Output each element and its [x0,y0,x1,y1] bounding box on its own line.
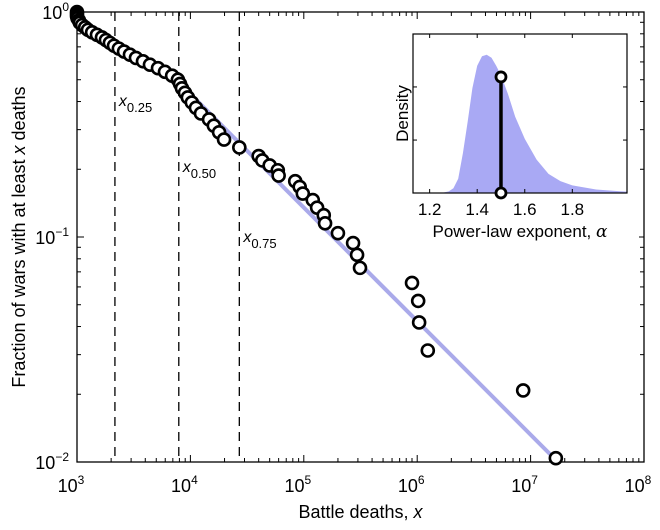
x-tick-label: 105 [284,473,311,496]
tick-base: 10 [35,453,55,473]
tick-base: 10 [511,476,531,496]
tick-exponent: −2 [55,450,69,464]
inset-x-tick-label: 1.6 [513,200,537,219]
y-tick-label: 100 [42,0,69,23]
tick-exponent: 8 [645,473,652,487]
tick-base: 10 [58,476,78,496]
inset-x-axis-label: Power-law exponent, α [433,222,608,242]
tick-exponent: 3 [78,473,85,487]
x-axis-label: Battle deaths, x [298,502,423,522]
quantile-var: x [182,159,192,176]
data-point [216,132,232,147]
x-axis-label-var: x [413,502,424,522]
inset-x-tick-label: 1.4 [465,200,489,219]
data-point [330,225,346,241]
quantile-label: x0.50 [182,159,216,181]
data-point [548,450,564,466]
data-point [232,140,247,155]
data-point [345,235,361,251]
tick-exponent: −1 [55,225,69,239]
tick-exponent: 0 [62,0,69,14]
data-point [411,315,427,330]
estimate-top-marker [494,70,508,84]
inset-x-tick-label: 1.8 [560,200,584,219]
inset-x-tick-label: 1.2 [418,200,442,219]
y-axis-label: Fraction of wars with at least x deaths [9,86,29,387]
tick-base: 10 [284,476,304,496]
tick-base: 10 [398,476,418,496]
y-tick-label: 10−1 [35,225,69,248]
tick-exponent: 5 [304,473,311,487]
x-tick-label: 103 [58,473,85,496]
quantile-label: x0.75 [242,229,276,251]
data-point [410,293,426,309]
tick-base: 10 [171,476,191,496]
inset-x-axis-label-text: Power-law exponent, [433,222,596,241]
tick-exponent: 6 [418,473,425,487]
tick-exponent: 7 [531,473,538,487]
tick-base: 10 [42,3,62,23]
quantile-subscript: 0.50 [191,166,216,181]
quantile-subscript: 0.25 [127,100,152,115]
x-tick-label: 108 [625,473,652,496]
tick-exponent: 4 [191,473,198,487]
y-tick-label: 10−2 [35,450,69,473]
data-point [295,186,311,201]
tick-base: 10 [35,228,55,248]
estimate-bottom-marker [494,186,508,200]
density-area [413,54,627,194]
data-point [352,260,368,276]
tick-base: 10 [625,476,645,496]
data-point [420,343,436,358]
inset-frame [412,33,628,194]
quantile-var: x [118,93,128,110]
quantile-var: x [242,229,252,246]
data-point [349,247,365,263]
inset-x-axis-label-var: α [596,222,608,242]
x-tick-label: 106 [398,473,425,496]
data-point [317,216,333,231]
data-point [271,168,286,183]
quantile-subscript: 0.75 [251,236,276,251]
inset-y-axis-label: Density [393,85,412,142]
quantile-label: x0.25 [118,93,152,115]
y-axis-label-text: Fraction of wars with at least [9,154,29,387]
x-axis-label-text: Battle deaths, [298,502,413,522]
data-point [404,275,420,291]
x-tick-label: 104 [171,473,198,496]
x-tick-label: 107 [511,473,538,496]
data-point [515,383,531,398]
y-axis-label-text: deaths [9,86,29,145]
y-axis-label-var: x [9,144,29,155]
